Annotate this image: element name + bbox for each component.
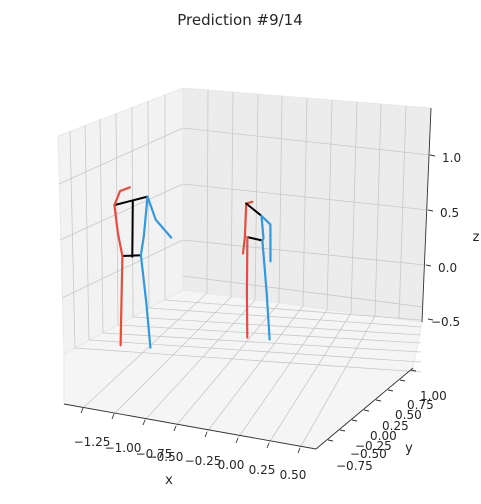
y-tick-label: −0.50	[350, 447, 387, 461]
y-axis-line	[315, 367, 414, 450]
x-tick-label: −0.50	[147, 450, 184, 464]
y-tick-label: 1.00	[420, 389, 447, 403]
skeleton-1-right-segment	[146, 195, 173, 239]
x-tick-label: 0.25	[249, 463, 276, 477]
x-tick-label: −0.25	[185, 454, 222, 468]
z-tick-label: 0.0	[438, 261, 457, 275]
y-tick-label: 0.00	[370, 429, 397, 443]
z-axis-label: z	[473, 230, 480, 245]
skeleton-2-center-segment	[246, 236, 264, 242]
z-tick-label: −0.5	[431, 315, 460, 329]
skeleton-1-left-segment	[113, 204, 124, 258]
chart-title: Prediction #9/14	[177, 11, 303, 29]
y-tick-label: −0.75	[336, 459, 373, 473]
z-tick-label: 1.0	[442, 151, 461, 165]
y-tick-labels: −0.75 −0.50 −0.25 0.00 0.25 0.50 0.75 1.…	[336, 389, 447, 473]
x-tick-label: −1.00	[105, 441, 142, 455]
x-tick-label: 0.00	[218, 458, 245, 472]
y-axis-label: y	[405, 441, 413, 456]
axis-spines	[63, 107, 432, 450]
skeleton-1-center-segment	[131, 200, 134, 258]
pane-walls	[57, 87, 432, 450]
skeleton-2-left-segment	[245, 236, 249, 339]
back-pane	[182, 87, 432, 323]
skeleton-1-left-segment	[113, 186, 131, 207]
axis-ticks	[80, 154, 436, 454]
y-tick-label: 0.75	[407, 398, 434, 412]
x-tick-label: −1.25	[74, 435, 111, 449]
skeleton-2-left-segment	[241, 202, 248, 255]
z-axis-line	[421, 107, 432, 323]
skeleton-2-center-segment	[245, 202, 263, 217]
skeleton-1-right-segment	[139, 254, 152, 349]
skeleton-1-center-segment	[113, 195, 149, 207]
x-tick-label: −0.75	[136, 447, 173, 461]
x-axis-line	[63, 403, 317, 450]
y-tick-label: 0.50	[395, 408, 422, 422]
y-tick-label: 0.25	[382, 419, 409, 433]
z-tick-labels: −0.5 0.0 0.5 1.0	[431, 151, 461, 329]
y-tick-label: −0.25	[355, 439, 392, 453]
skeleton-1-right-segment	[139, 195, 149, 257]
z-tick-label: 0.5	[440, 206, 459, 220]
skeleton-layer	[113, 186, 272, 349]
skeleton-2-right-segment	[260, 214, 272, 263]
x-tick-label: 0.50	[280, 468, 307, 482]
x-axis-label: x	[165, 473, 173, 488]
skeleton-2-right-segment	[260, 214, 265, 242]
x-tick-labels: −1.25 −1.00 −0.75 −0.50 −0.25 0.00 0.25 …	[74, 435, 307, 482]
skeleton-2-right-segment	[261, 239, 271, 341]
skeleton-1-left-segment	[119, 254, 124, 347]
